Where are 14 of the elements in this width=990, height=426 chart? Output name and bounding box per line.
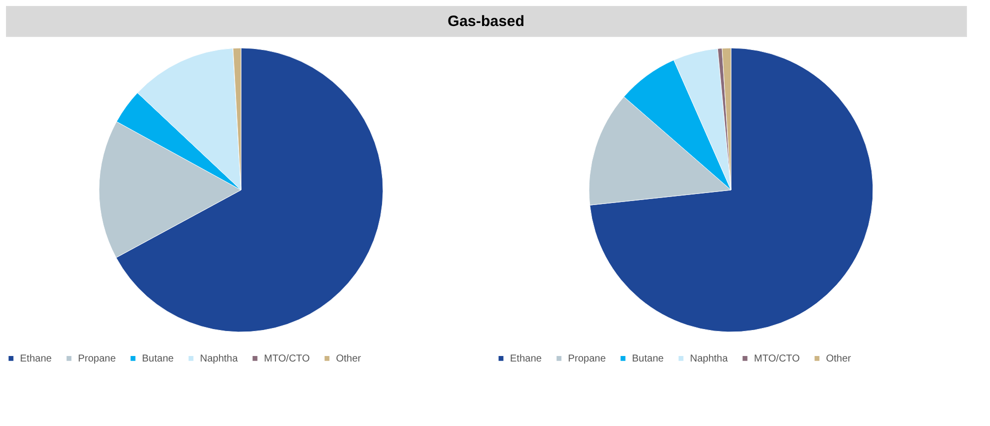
legend-label: Butane <box>632 353 664 364</box>
legend-label: Ethane <box>20 353 52 364</box>
legend-label: MTO/CTO <box>264 353 310 364</box>
text: Gas-based <box>448 13 524 30</box>
legend-label: Propane <box>78 353 116 364</box>
pie-slice <box>590 48 874 332</box>
legend-label: Ethane <box>510 353 542 364</box>
legend-label: Naphtha <box>200 353 238 364</box>
legend-label: Other <box>826 353 852 364</box>
legend-label: Naphtha <box>690 353 728 364</box>
legend-label: Propane <box>568 353 606 364</box>
legend-label: MTO/CTO <box>754 353 800 364</box>
legend-label: Butane <box>142 353 174 364</box>
legend-label: Other <box>336 353 362 364</box>
